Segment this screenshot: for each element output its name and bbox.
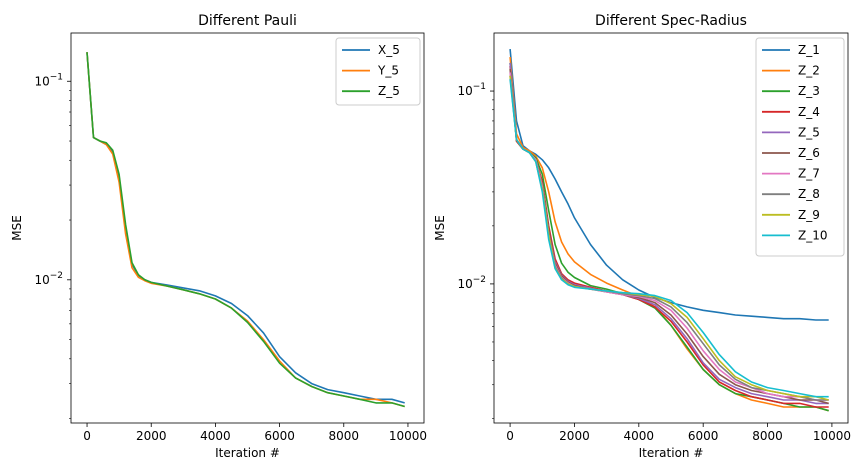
chart-2-ylabel: MSE [433,215,447,241]
chart-2-legend-label: Z_10 [798,228,828,242]
chart-1-legend-label: X_5 [378,43,400,57]
chart-2-ytick-label: 10−2 [457,275,486,291]
chart-2-legend-label: Z_2 [798,64,820,78]
chart-1-ytick-label: 10−1 [34,72,63,88]
chart-1-title: Different Pauli [198,13,297,29]
chart-2-legend-label: Z_9 [798,208,820,222]
chart-1-legend-label: Z_5 [378,84,400,98]
chart-2-legend-label: Z_4 [798,105,820,119]
chart-2-xlabel: Iteration # [639,446,704,460]
chart-2-legend: Z_1 Z_2 Z_3 Z_4 Z_5 Z_6 Z_7 Z_8 Z_9 Z_10 [755,37,845,257]
chart-2-legend-label: Z_6 [798,146,820,160]
chart-2-xtick-label: 10000 [813,429,851,443]
chart-1-xtick-label: 10000 [389,429,427,443]
chart-1-xtick-label: 2000 [136,429,167,443]
chart-2-legend-label: Z_7 [798,167,820,181]
chart-1-series-z-5 [86,52,405,408]
chart-2-legend-label: Z_8 [798,187,820,201]
chart-1-xtick-label: 6000 [264,429,295,443]
chart-2-xtick-label: 6000 [688,429,719,443]
chart-2-series-z-1 [509,49,829,321]
chart-2-legend-label: Z_3 [798,84,820,98]
chart-2-legend-label: Z_1 [798,43,820,57]
chart-2-legend-label: Z_5 [798,125,820,139]
chart-2-series-z-2 [509,57,829,412]
chart-1-legend-box [335,37,421,106]
chart-1-xtick-label: 8000 [328,429,359,443]
chart-1-xtick-label: 0 [83,429,91,443]
chart-2-xtick-label: 8000 [752,429,783,443]
chart-1-ytick-label: 10−2 [34,271,63,287]
chart-1-ylabel: MSE [10,215,24,241]
chart-2-axes-frame [493,32,849,424]
chart-1-legend-label: Y_5 [377,64,399,78]
chart-2-legend-box [755,37,845,257]
chart-1-xtick-label: 4000 [200,429,231,443]
chart-2-series-z-10 [509,79,829,398]
chart-2: Different Spec-Radius Iteration # MSE 0 2000… [433,13,851,460]
chart-1-axes-frame [70,32,425,424]
chart-2-title: Different Spec-Radius [595,13,747,29]
chart-2-xtick-label: 2000 [559,429,590,443]
chart-1: Different Pauli Iteration # MSE 0 2000 4000 60… [10,13,427,460]
chart-2-xtick-label: 0 [506,429,514,443]
chart-2-ytick-label: 10−1 [457,82,486,98]
chart-1-legend: X_5 Y_5 Z_5 [335,37,421,106]
chart-2-xtick-label: 4000 [624,429,655,443]
chart-1-xlabel: Iteration # [215,446,280,460]
